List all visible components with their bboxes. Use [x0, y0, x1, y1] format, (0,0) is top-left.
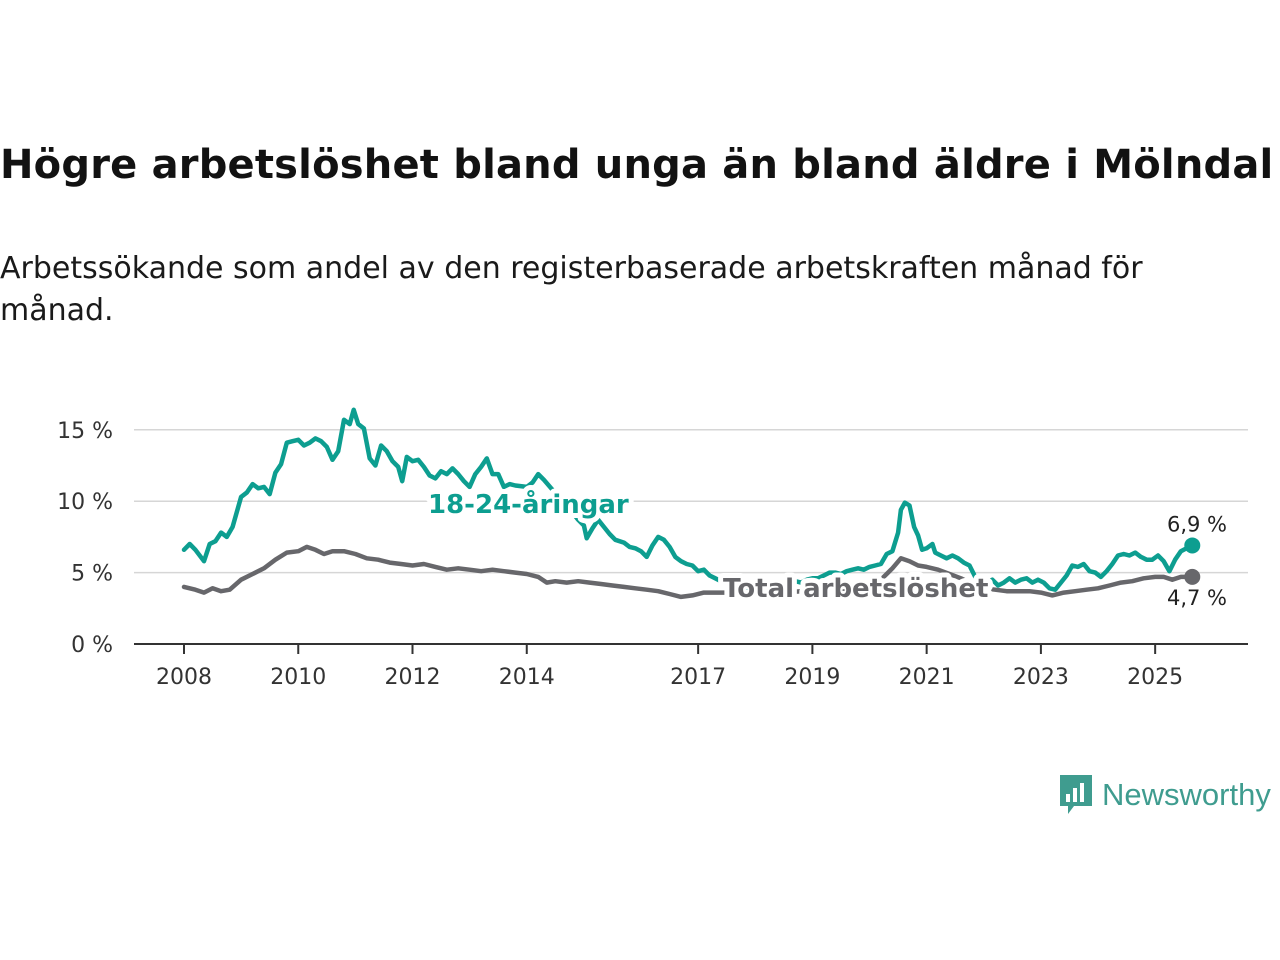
x-tick-label-2019: 2019	[784, 665, 840, 690]
series-lines	[181, 407, 1201, 600]
x-tick-label-2010: 2010	[270, 665, 326, 690]
x-axis: 2008 2010 2012 2014 2017 2019 2021 2023 2025	[134, 643, 1248, 690]
x-tick-label-2021: 2021	[899, 665, 955, 690]
newsworthy-logo: Newsworthy	[1058, 772, 1271, 818]
gridlines	[134, 429, 1248, 574]
end-marker-total	[1184, 568, 1201, 585]
bar-chart-icon	[1060, 775, 1092, 814]
series-label-total-halo: Total arbetslöshet	[723, 574, 988, 604]
y-tick-label-15: 15 %	[57, 419, 113, 444]
series-label-total: Total arbetslöshet	[723, 574, 988, 604]
series-label-youth: 18-24-åringar	[428, 488, 629, 520]
x-tick-label-2017: 2017	[670, 665, 726, 690]
series-line-youth	[181, 407, 1195, 592]
brand-name: Newsworthy	[1102, 777, 1271, 812]
series-line-total	[181, 544, 1195, 600]
y-axis-labels: 0 % 5 % 10 % 15 %	[57, 419, 113, 658]
x-tick-label-2023: 2023	[1013, 665, 1069, 690]
end-label-total: 4,7 %	[1167, 586, 1227, 610]
end-label-youth: 6,9 %	[1167, 512, 1227, 536]
x-tick-label-2012: 2012	[385, 665, 441, 690]
y-tick-label-0: 0 %	[71, 633, 113, 658]
chart-subtitle: Arbetssökande som andel av den registerb…	[0, 251, 1143, 328]
chart-title: Högre arbetslöshet bland unga än bland ä…	[0, 142, 1274, 188]
x-tick-label-2025: 2025	[1127, 665, 1183, 690]
x-tick-label-2008: 2008	[156, 665, 212, 690]
series-label-youth-halo: 18-24-åringar	[428, 488, 629, 520]
x-tick-label-2014: 2014	[499, 665, 555, 690]
y-tick-label-5: 5 %	[71, 562, 113, 587]
end-marker-youth	[1184, 537, 1201, 554]
y-tick-label-10: 10 %	[57, 490, 113, 515]
